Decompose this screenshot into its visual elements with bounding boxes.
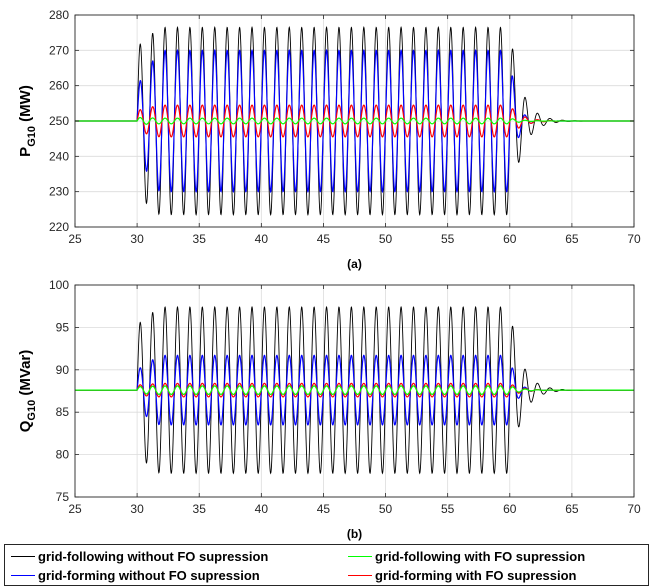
x-tick-label: 30 <box>130 232 144 246</box>
legend-label: grid-forming with FO supression <box>375 567 577 583</box>
axes-frame <box>74 284 635 498</box>
y-axis-label-unit: (MW) <box>17 85 34 126</box>
x-tick-label: 50 <box>379 232 393 246</box>
legend-swatch <box>11 574 35 576</box>
y-tick-label: 220 <box>49 220 69 234</box>
y-tick-label: 260 <box>49 79 69 93</box>
panel-caption: (b) <box>347 527 362 541</box>
y-axis-label: PG10 (MW) <box>17 85 38 157</box>
x-tick-label: 40 <box>255 502 269 516</box>
y-tick-label: 100 <box>49 278 69 292</box>
x-tick-label: 35 <box>193 502 207 516</box>
x-tick-label: 30 <box>130 502 144 516</box>
y-tick-label: 280 <box>49 8 69 22</box>
y-tick-label: 270 <box>49 43 69 57</box>
y-axis-label-subscript: G10 <box>26 126 38 147</box>
legend-item-grid-following-with: grid-following with FO supression <box>348 547 585 565</box>
x-tick-label: 70 <box>627 502 641 516</box>
legend-label: grid-following with FO supression <box>375 548 586 564</box>
y-axis-label-main: P <box>17 147 34 157</box>
x-tick-label: 70 <box>627 232 641 246</box>
series-line <box>75 116 634 125</box>
x-tick-label: 25 <box>68 502 82 516</box>
y-tick-label: 240 <box>49 149 69 163</box>
y-tick-label: 80 <box>56 448 70 462</box>
legend-item-grid-following-without: grid-following without FO supression <box>11 547 268 565</box>
x-tick-label: 60 <box>503 502 517 516</box>
y-tick-label: 90 <box>56 363 70 377</box>
legend-swatch <box>348 555 372 557</box>
x-tick-label: 65 <box>565 232 579 246</box>
y-axis-label: QG10 (MVar) <box>17 350 38 432</box>
panel-b: 25 30 35 40 45 50 55 60 65 70 75 80 85 90 95 100 QG10 (M… <box>17 278 641 541</box>
y-axis-label-unit: (MVar) <box>17 350 34 400</box>
legend-item-grid-forming-with: grid-forming with FO supression <box>348 566 577 584</box>
y-axis-label-subscript: G10 <box>26 400 38 421</box>
panel-a: 25 30 35 40 45 50 55 60 65 70 220 230 240 250 260 270 28… <box>17 8 641 271</box>
x-tick-label: 60 <box>503 232 517 246</box>
x-tick-label: 25 <box>68 232 82 246</box>
legend: grid-following without FO supression gri… <box>4 544 649 586</box>
x-tick-label: 65 <box>565 502 579 516</box>
y-axis-label-main: Q <box>17 420 34 432</box>
x-tick-label: 45 <box>317 232 331 246</box>
legend-label: grid-following without FO supression <box>38 548 269 564</box>
legend-swatch <box>11 555 35 557</box>
legend-swatch <box>348 574 372 576</box>
series-line <box>75 385 634 395</box>
y-tick-label: 85 <box>56 405 70 419</box>
y-tick-label: 250 <box>49 114 69 128</box>
legend-item-grid-forming-without: grid-forming without FO supression <box>11 566 260 584</box>
x-tick-label: 40 <box>255 232 269 246</box>
x-tick-label: 45 <box>317 502 331 516</box>
x-tick-label: 50 <box>379 502 393 516</box>
panel-caption: (a) <box>347 257 362 271</box>
legend-label: grid-forming without FO supression <box>38 567 260 583</box>
x-tick-label: 55 <box>441 232 455 246</box>
x-tick-label: 35 <box>193 232 207 246</box>
x-tick-label: 55 <box>441 502 455 516</box>
y-tick-label: 95 <box>56 320 70 334</box>
y-tick-label: 75 <box>56 490 70 504</box>
y-tick-label: 230 <box>49 185 69 199</box>
